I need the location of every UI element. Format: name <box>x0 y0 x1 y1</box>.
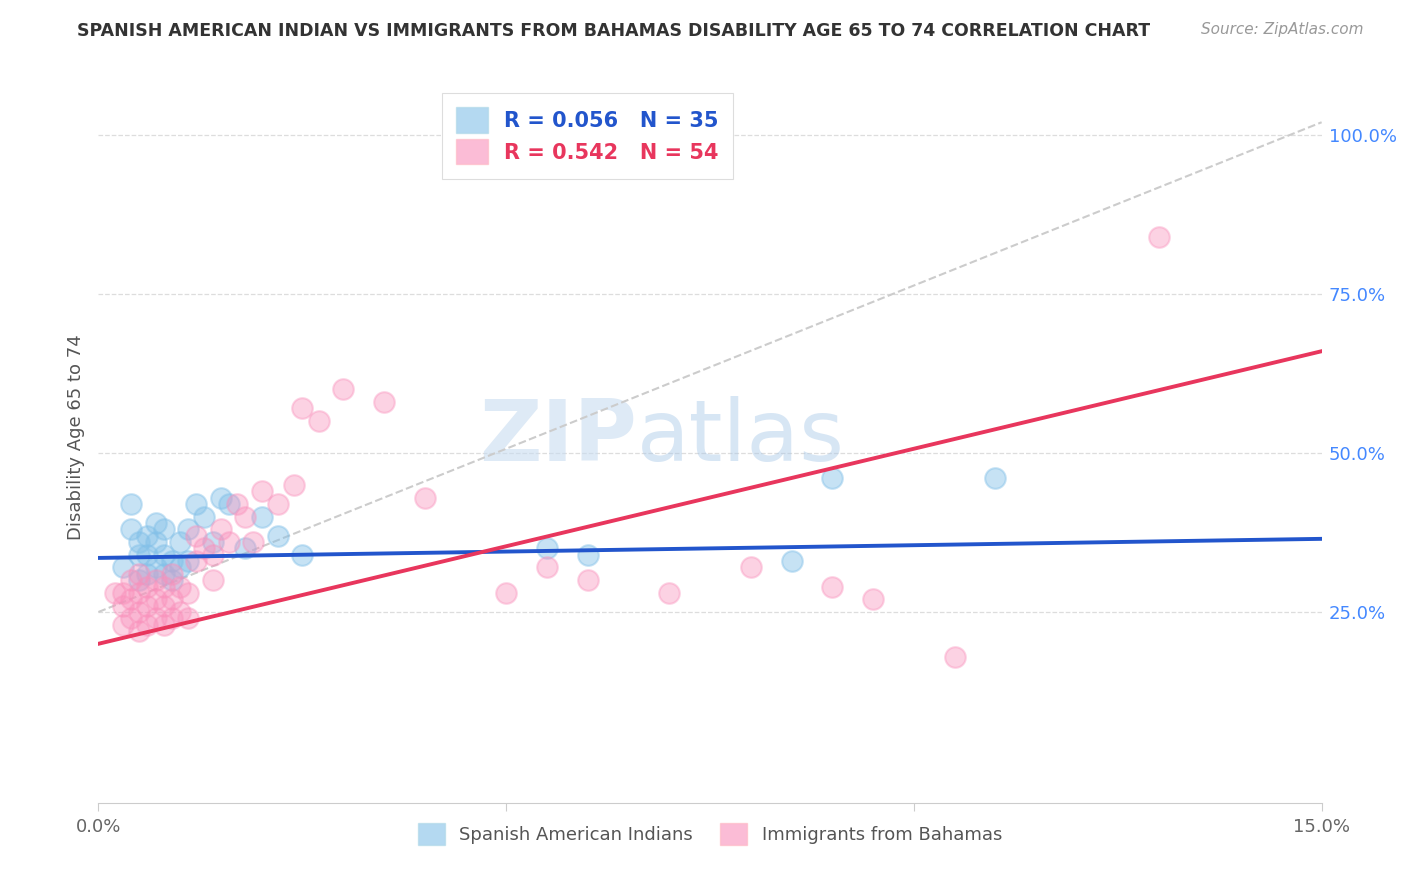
Point <box>177 586 200 600</box>
Text: ZIP: ZIP <box>479 395 637 479</box>
Point <box>536 541 558 556</box>
Point <box>152 599 174 613</box>
Point <box>111 599 134 613</box>
Point <box>145 611 167 625</box>
Point <box>145 535 167 549</box>
Point <box>943 649 966 664</box>
Point <box>193 541 215 556</box>
Point <box>169 580 191 594</box>
Point <box>169 560 191 574</box>
Point <box>186 497 208 511</box>
Point <box>186 529 208 543</box>
Point <box>152 580 174 594</box>
Point <box>120 573 142 587</box>
Point <box>267 529 290 543</box>
Point <box>128 566 150 581</box>
Point <box>128 605 150 619</box>
Point <box>136 580 159 594</box>
Point <box>145 573 167 587</box>
Point <box>136 617 159 632</box>
Point <box>160 573 183 587</box>
Legend: Spanish American Indians, Immigrants from Bahamas: Spanish American Indians, Immigrants fro… <box>411 816 1010 852</box>
Point <box>111 586 134 600</box>
Point <box>120 522 142 536</box>
Point <box>186 554 208 568</box>
Point <box>862 592 884 607</box>
Point <box>291 548 314 562</box>
Point <box>495 586 517 600</box>
Point <box>740 560 762 574</box>
Point <box>201 535 224 549</box>
Point <box>160 611 183 625</box>
Point <box>120 497 142 511</box>
Point <box>291 401 314 416</box>
Point <box>576 548 599 562</box>
Point <box>308 414 330 428</box>
Y-axis label: Disability Age 65 to 74: Disability Age 65 to 74 <box>66 334 84 540</box>
Point <box>177 611 200 625</box>
Point <box>193 509 215 524</box>
Point <box>128 586 150 600</box>
Point <box>209 522 232 536</box>
Point <box>177 554 200 568</box>
Point <box>233 509 256 524</box>
Point <box>136 529 159 543</box>
Point <box>128 624 150 638</box>
Point <box>152 617 174 632</box>
Point <box>160 554 183 568</box>
Point <box>250 484 273 499</box>
Point <box>120 592 142 607</box>
Point <box>576 573 599 587</box>
Point <box>209 491 232 505</box>
Point <box>218 497 240 511</box>
Point <box>152 522 174 536</box>
Point <box>104 586 127 600</box>
Text: Source: ZipAtlas.com: Source: ZipAtlas.com <box>1201 22 1364 37</box>
Point <box>267 497 290 511</box>
Text: atlas: atlas <box>637 395 845 479</box>
Point <box>145 516 167 530</box>
Point <box>136 599 159 613</box>
Point <box>821 471 844 485</box>
Point <box>120 611 142 625</box>
Point <box>160 592 183 607</box>
Point <box>145 592 167 607</box>
Point <box>1147 229 1170 244</box>
Point <box>128 535 150 549</box>
Point <box>169 535 191 549</box>
Point <box>201 573 224 587</box>
Point <box>111 617 134 632</box>
Point <box>242 535 264 549</box>
Point <box>177 522 200 536</box>
Point <box>984 471 1007 485</box>
Point <box>250 509 273 524</box>
Point <box>136 566 159 581</box>
Point <box>201 548 224 562</box>
Point <box>152 548 174 562</box>
Point <box>821 580 844 594</box>
Point <box>152 566 174 581</box>
Text: SPANISH AMERICAN INDIAN VS IMMIGRANTS FROM BAHAMAS DISABILITY AGE 65 TO 74 CORRE: SPANISH AMERICAN INDIAN VS IMMIGRANTS FR… <box>77 22 1150 40</box>
Point <box>413 491 436 505</box>
Point <box>536 560 558 574</box>
Point <box>160 566 183 581</box>
Point <box>145 560 167 574</box>
Point <box>128 573 150 587</box>
Point <box>226 497 249 511</box>
Point <box>218 535 240 549</box>
Point <box>658 586 681 600</box>
Point <box>780 554 803 568</box>
Point <box>373 395 395 409</box>
Point <box>169 605 191 619</box>
Point <box>233 541 256 556</box>
Point <box>111 560 134 574</box>
Point <box>136 548 159 562</box>
Point <box>332 383 354 397</box>
Point <box>283 477 305 491</box>
Point <box>128 548 150 562</box>
